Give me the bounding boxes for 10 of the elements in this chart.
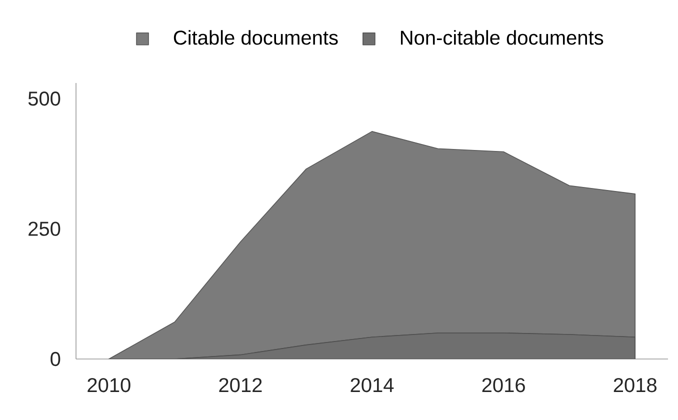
x-tick-label: 2010	[88, 378, 130, 392]
x-tick-label: 2014	[350, 378, 394, 392]
y-tick-label: 250	[28, 222, 60, 236]
y-tick-label: 500	[28, 92, 60, 106]
legend-label: Non-citable documents	[400, 30, 604, 45]
x-tick-label: 2016	[482, 378, 525, 392]
legend-label: Citable documents	[174, 30, 338, 45]
x-tick-label: 2018	[614, 378, 656, 392]
y-tick-label: 0	[50, 352, 60, 366]
x-tick-label: 2012	[219, 378, 262, 392]
